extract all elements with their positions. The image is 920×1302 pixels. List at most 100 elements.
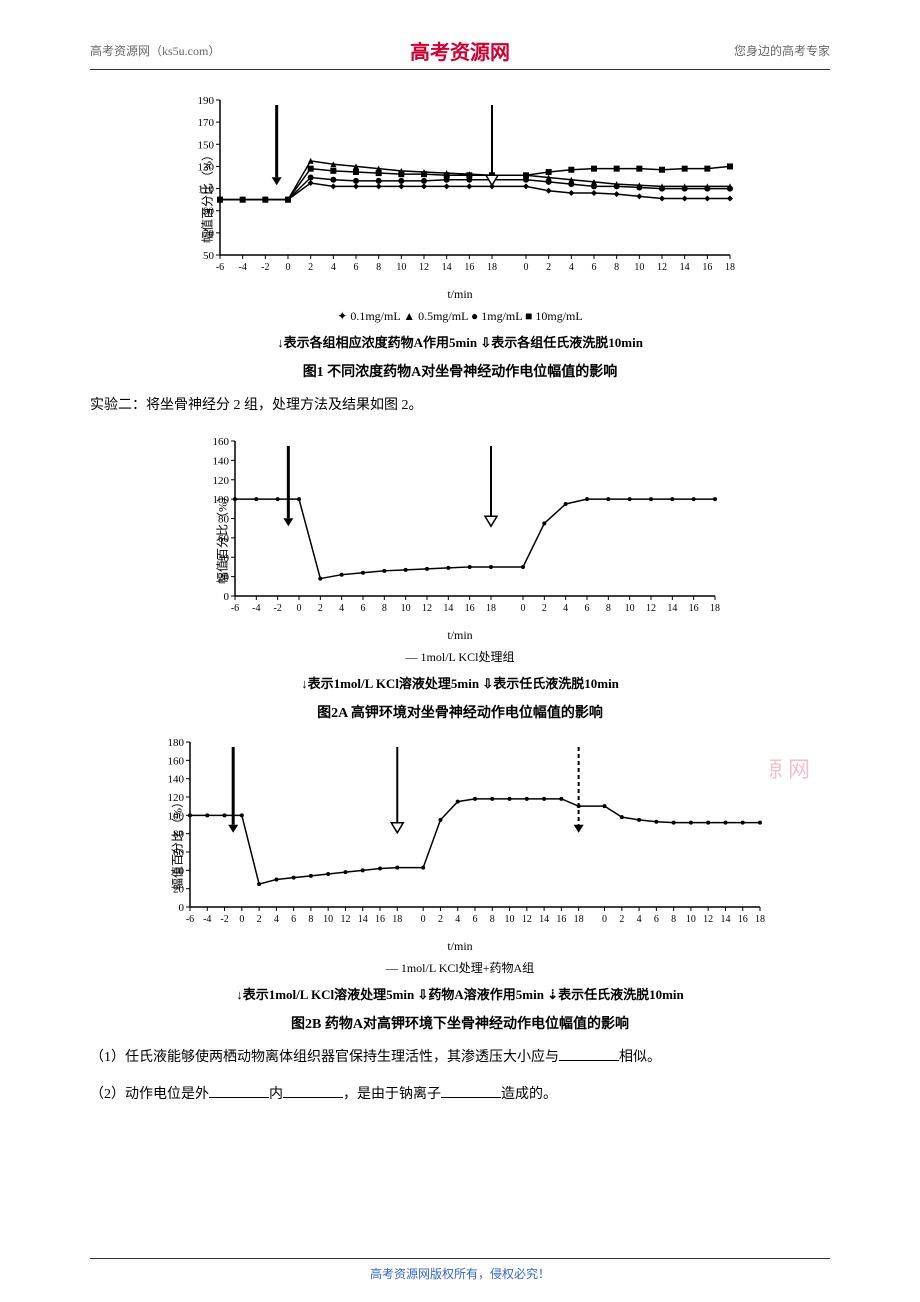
- chart2a-arrow-legend: ↓表示1mol/L KCl溶液处理5min ⇩表示任氏液洗脱10min: [90, 673, 830, 692]
- svg-text:6: 6: [654, 914, 659, 925]
- svg-text:14: 14: [680, 262, 690, 273]
- svg-text:-6: -6: [216, 262, 224, 273]
- chart1-block: 幅值百分比（%） 507090110130150170190-6-4-20246…: [90, 90, 830, 381]
- svg-text:12: 12: [522, 914, 532, 925]
- svg-text:4: 4: [455, 914, 460, 925]
- svg-text:2: 2: [542, 603, 547, 614]
- question-2: （2）动作电位是外内，是由于钠离子造成的。: [90, 1084, 830, 1106]
- svg-text:12: 12: [340, 914, 350, 925]
- svg-text:10: 10: [625, 603, 635, 614]
- svg-text:-2: -2: [273, 603, 281, 614]
- svg-text:140: 140: [213, 456, 230, 468]
- svg-text:-4: -4: [252, 603, 260, 614]
- svg-text:4: 4: [569, 262, 574, 273]
- svg-text:14: 14: [442, 262, 452, 273]
- svg-text:8: 8: [382, 603, 387, 614]
- svg-text:16: 16: [702, 262, 712, 273]
- svg-text:18: 18: [725, 262, 735, 273]
- svg-text:2: 2: [438, 914, 443, 925]
- chart2b-svg: 020406080100120140160180-6-4-20246810121…: [150, 732, 770, 932]
- svg-text:18: 18: [755, 914, 765, 925]
- svg-text:4: 4: [274, 914, 279, 925]
- experiment2-intro: 实验二：将坐骨神经分 2 组，处理方法及结果如图 2。: [90, 395, 830, 417]
- svg-text:2: 2: [308, 262, 313, 273]
- svg-text:12: 12: [657, 262, 667, 273]
- header-tagline: 您身边的高考专家: [734, 42, 830, 59]
- svg-text:16: 16: [738, 914, 748, 925]
- svg-text:14: 14: [358, 914, 368, 925]
- svg-text:-6: -6: [186, 914, 194, 925]
- chart2a-ylabel: 幅值百分比（%）: [214, 490, 231, 584]
- svg-text:-2: -2: [220, 914, 228, 925]
- svg-text:4: 4: [637, 914, 642, 925]
- svg-text:50: 50: [203, 250, 215, 262]
- svg-text:0: 0: [239, 914, 244, 925]
- svg-text:10: 10: [323, 914, 333, 925]
- q2-blank2: [283, 1084, 343, 1098]
- svg-text:4: 4: [331, 262, 336, 273]
- chart1-title: 图1 不同浓度药物A对坐骨神经动作电位幅值的影响: [90, 361, 830, 381]
- q1-post: 相似。: [619, 1050, 661, 1065]
- svg-text:10: 10: [401, 603, 411, 614]
- svg-text:18: 18: [574, 914, 584, 925]
- svg-text:8: 8: [490, 914, 495, 925]
- svg-text:14: 14: [539, 914, 549, 925]
- chart1-arrow-legend: ↓表示各组相应浓度药物A作用5min ⇩表示各组任氏液洗脱10min: [90, 332, 830, 351]
- svg-text:6: 6: [592, 262, 597, 273]
- svg-text:6: 6: [291, 914, 296, 925]
- svg-text:120: 120: [213, 475, 230, 487]
- header-source: 高考资源网（ks5u.com）: [90, 42, 220, 59]
- svg-text:12: 12: [419, 262, 429, 273]
- q2-post: 造成的。: [501, 1087, 557, 1102]
- svg-text:18: 18: [710, 603, 720, 614]
- svg-text:6: 6: [585, 603, 590, 614]
- svg-text:8: 8: [671, 914, 676, 925]
- chart2b-ylabel: 幅值百分比（%）: [169, 796, 186, 890]
- svg-text:12: 12: [646, 603, 656, 614]
- svg-text:160: 160: [168, 756, 185, 768]
- q2-blank1: [209, 1084, 269, 1098]
- svg-text:-4: -4: [238, 262, 246, 273]
- svg-text:2: 2: [257, 914, 262, 925]
- svg-text:2: 2: [318, 603, 323, 614]
- svg-text:10: 10: [686, 914, 696, 925]
- chart1-ylabel: 幅值百分比（%）: [199, 149, 216, 243]
- chart2a-xlabel: t/min: [195, 628, 725, 643]
- svg-text:10: 10: [634, 262, 644, 273]
- svg-text:14: 14: [720, 914, 730, 925]
- svg-text:12: 12: [422, 603, 432, 614]
- svg-text:-2: -2: [261, 262, 269, 273]
- svg-text:16: 16: [689, 603, 699, 614]
- chart1-legend-symbols: ✦ 0.1mg/mL ▲ 0.5mg/mL ● 1mg/mL ■ 10mg/mL: [90, 309, 830, 324]
- svg-text:16: 16: [464, 262, 474, 273]
- chart2a-svg: 020406080100120140160-6-4-20246810121416…: [195, 431, 725, 621]
- svg-text:-6: -6: [231, 603, 239, 614]
- svg-text:8: 8: [606, 603, 611, 614]
- svg-text:-4: -4: [203, 914, 211, 925]
- chart2a-title: 图2A 高钾环境对坐骨神经动作电位幅值的影响: [90, 702, 830, 722]
- chart2b-block: 考 资 源 网 幅值百分比（%） 02040608010012014016018…: [90, 732, 830, 1033]
- chart2b-series-legend: — 1mol/L KCl处理+药物A组: [90, 959, 830, 976]
- svg-text:14: 14: [443, 603, 453, 614]
- svg-text:12: 12: [703, 914, 713, 925]
- svg-text:0: 0: [421, 914, 426, 925]
- svg-text:8: 8: [308, 914, 313, 925]
- footer-text: 高考资源网版权所有，侵权必究！: [370, 1267, 550, 1281]
- chart2a-block: 幅值百分比（%） 020406080100120140160-6-4-20246…: [90, 431, 830, 722]
- svg-text:6: 6: [361, 603, 366, 614]
- svg-text:8: 8: [614, 262, 619, 273]
- svg-text:180: 180: [168, 737, 185, 749]
- svg-text:0: 0: [224, 591, 230, 603]
- chart2b-arrow-legend: ↓表示1mol/L KCl溶液处理5min ⇩药物A溶液作用5min ⇣表示任氏…: [90, 984, 830, 1003]
- header-title: 高考资源网: [410, 36, 510, 65]
- q2-mid1: 内: [269, 1087, 283, 1102]
- svg-text:190: 190: [198, 95, 215, 107]
- page-footer: 高考资源网版权所有，侵权必究！: [90, 1258, 830, 1282]
- chart1-svg: 507090110130150170190-6-4-20246810121416…: [180, 90, 740, 280]
- svg-text:0: 0: [179, 902, 185, 914]
- question-1: （1）任氏液能够使两栖动物离体组织器官保持生理活性，其渗透压大小应与相似。: [90, 1047, 830, 1069]
- svg-text:16: 16: [556, 914, 566, 925]
- svg-text:0: 0: [297, 603, 302, 614]
- svg-text:140: 140: [168, 774, 185, 786]
- chart1-xlabel: t/min: [180, 287, 740, 302]
